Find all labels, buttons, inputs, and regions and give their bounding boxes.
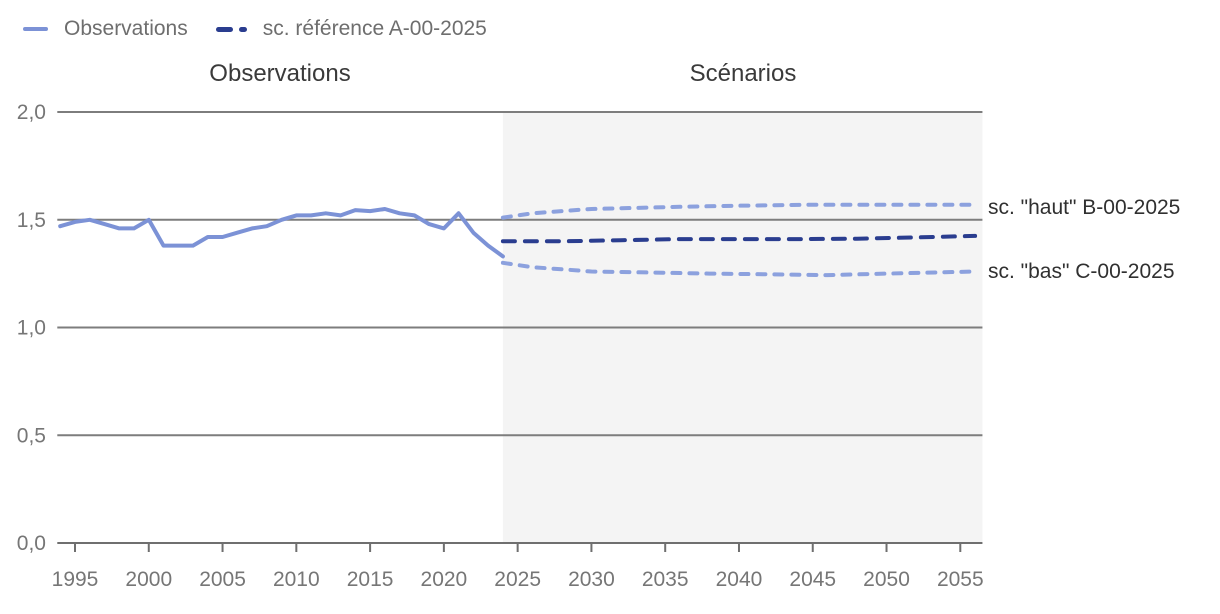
reference-dash-swatch bbox=[215, 26, 247, 32]
x-tick-label: 2020 bbox=[421, 568, 468, 591]
x-tick-label: 1995 bbox=[52, 568, 99, 591]
series-dashed-long bbox=[500, 233, 978, 244]
series-dashed-short bbox=[500, 202, 978, 220]
observations-line-swatch bbox=[23, 27, 48, 31]
y-tick-label: 0,5 bbox=[17, 424, 46, 447]
section-label-scenarios: Scénarios bbox=[689, 60, 797, 87]
legend-item-observations[interactable]: Observations bbox=[23, 16, 188, 42]
y-tick-label: 2,0 bbox=[17, 101, 46, 124]
legend-item-reference[interactable]: sc. référence A-00-2025 bbox=[215, 16, 487, 42]
y-tick-label: 0,0 bbox=[17, 532, 46, 555]
section-label-observations: Observations bbox=[209, 60, 351, 87]
x-tick-label: 2015 bbox=[347, 568, 394, 591]
x-tick-label: 2055 bbox=[937, 568, 984, 591]
x-tick-label: 2010 bbox=[273, 568, 320, 591]
series-dashed-short bbox=[500, 260, 978, 278]
x-tick-label: 2035 bbox=[642, 568, 689, 591]
x-tick-label: 2005 bbox=[199, 568, 246, 591]
x-tick-label: 2040 bbox=[716, 568, 763, 591]
x-tick-label: 2050 bbox=[863, 568, 910, 591]
label-scenario-bas: sc. "bas" C-00-2025 bbox=[988, 260, 1175, 283]
chart-legend: Observations sc. référence A-00-2025 bbox=[23, 16, 487, 42]
x-tick-label: 2000 bbox=[125, 568, 172, 591]
x-tick-label: 2045 bbox=[789, 568, 836, 591]
y-tick-label: 1,5 bbox=[17, 209, 46, 232]
legend-label-observations: Observations bbox=[64, 17, 188, 40]
x-tick-label: 2025 bbox=[494, 568, 541, 591]
y-tick-label: 1,0 bbox=[17, 317, 46, 340]
label-scenario-haut: sc. "haut" B-00-2025 bbox=[988, 196, 1181, 219]
legend-label-reference: sc. référence A-00-2025 bbox=[262, 17, 487, 40]
x-tick-label: 2030 bbox=[568, 568, 615, 591]
series-solid bbox=[58, 207, 505, 259]
